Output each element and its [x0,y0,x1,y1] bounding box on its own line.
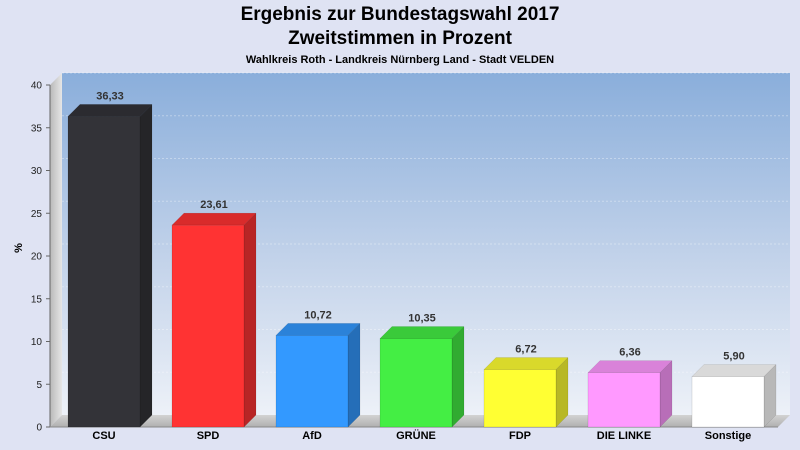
bar-side [347,322,361,428]
y-tick-label: 10 [31,337,43,348]
chart-subtitle: Zweitstimmen in Prozent [288,28,512,49]
bar-fdp [483,369,557,428]
x-tick-label: GRÜNE [396,429,436,442]
x-tick-label: CSU [92,430,115,442]
y-tick-label: 20 [31,252,43,263]
bar-top [483,357,569,370]
y-axis-label: % [13,243,25,253]
x-tick-label: DIE LINKE [597,430,651,442]
bar-side [243,212,257,428]
x-tick-label: AfD [302,430,322,442]
bar-csu [67,116,141,428]
plot-left-wall [50,73,62,427]
y-tick-label: 30 [31,166,43,177]
bar-top [67,104,153,117]
bar-value-label: 5,90 [723,351,744,363]
y-tick-label: 0 [36,423,42,434]
bar-afd [275,335,349,428]
y-tick-label: 25 [31,209,43,220]
bar-grüne [379,338,453,428]
bar-side [451,325,465,428]
bar-top [379,326,465,339]
bar-spd [171,224,245,428]
bar-top [275,323,361,336]
bar-die-linke [587,372,661,428]
bar-value-label: 23,61 [200,199,228,211]
chart-title: Ergebnis zur Bundestagswahl 2017 [240,4,560,25]
bar-value-label: 10,72 [304,309,332,321]
x-tick-label: FDP [509,430,531,442]
y-tick-label: 15 [31,294,43,305]
bar-value-label: 36,33 [96,90,124,102]
bar-top [171,212,257,226]
y-tick-label: 35 [31,123,43,134]
bar-sonstige [691,376,765,428]
y-tick-label: 40 [31,81,43,92]
bar-value-label: 6,36 [619,347,640,359]
bar-top [691,364,777,377]
bar-value-label: 6,72 [515,344,536,356]
y-tick-label: 5 [36,380,42,391]
x-tick-label: SPD [197,430,220,442]
bar-top [587,360,673,373]
bar-side [139,103,153,428]
bar-value-label: 10,35 [408,313,436,325]
x-tick-label: Sonstige [705,430,751,442]
chart-caption: Wahlkreis Roth - Landkreis Nürnberg Land… [245,54,555,66]
